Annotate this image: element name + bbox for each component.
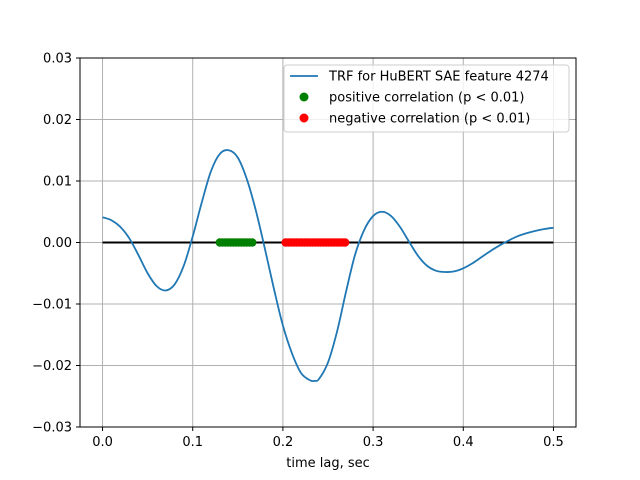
data-point [340, 238, 350, 247]
y-tick-label: 0.03 [43, 52, 72, 67]
ticks: 0.0 0.1 0.2 0.3 0.4 0.5 −0.03 −0.02 −0.01 0.00 0.0… [32, 52, 564, 451]
x-tick-label: 0.0 [92, 435, 113, 450]
legend-label: positive correlation (p < 0.01) [329, 91, 525, 106]
series-line [102, 149, 554, 383]
y-tick-label: 0.01 [43, 175, 72, 190]
data-point [248, 238, 257, 247]
y-tick-label: −0.02 [32, 359, 72, 374]
y-tick-label: 0.00 [43, 236, 72, 251]
legend-dot-marker [299, 92, 309, 102]
legend-dot-marker [299, 113, 309, 123]
series-points-layer [215, 238, 350, 247]
x-tick-label: 0.5 [543, 435, 564, 450]
legend-label: TRF for HuBERT SAE feature 4274 [328, 70, 549, 85]
legend-label: negative correlation (p < 0.01) [329, 112, 530, 127]
series-line-layer [102, 149, 554, 383]
x-tick-label: 0.1 [182, 435, 203, 450]
y-tick-label: 0.02 [43, 113, 72, 128]
legend: TRF for HuBERT SAE feature 4274 positive … [283, 64, 570, 133]
y-tick-label: −0.01 [32, 298, 72, 313]
y-tick-label: −0.03 [32, 421, 72, 436]
x-axis-label: time lag, sec [286, 456, 370, 471]
x-tick-label: 0.3 [363, 435, 384, 450]
x-tick-label: 0.2 [273, 435, 294, 450]
legend-box [283, 64, 570, 133]
x-tick-label: 0.4 [453, 435, 474, 450]
